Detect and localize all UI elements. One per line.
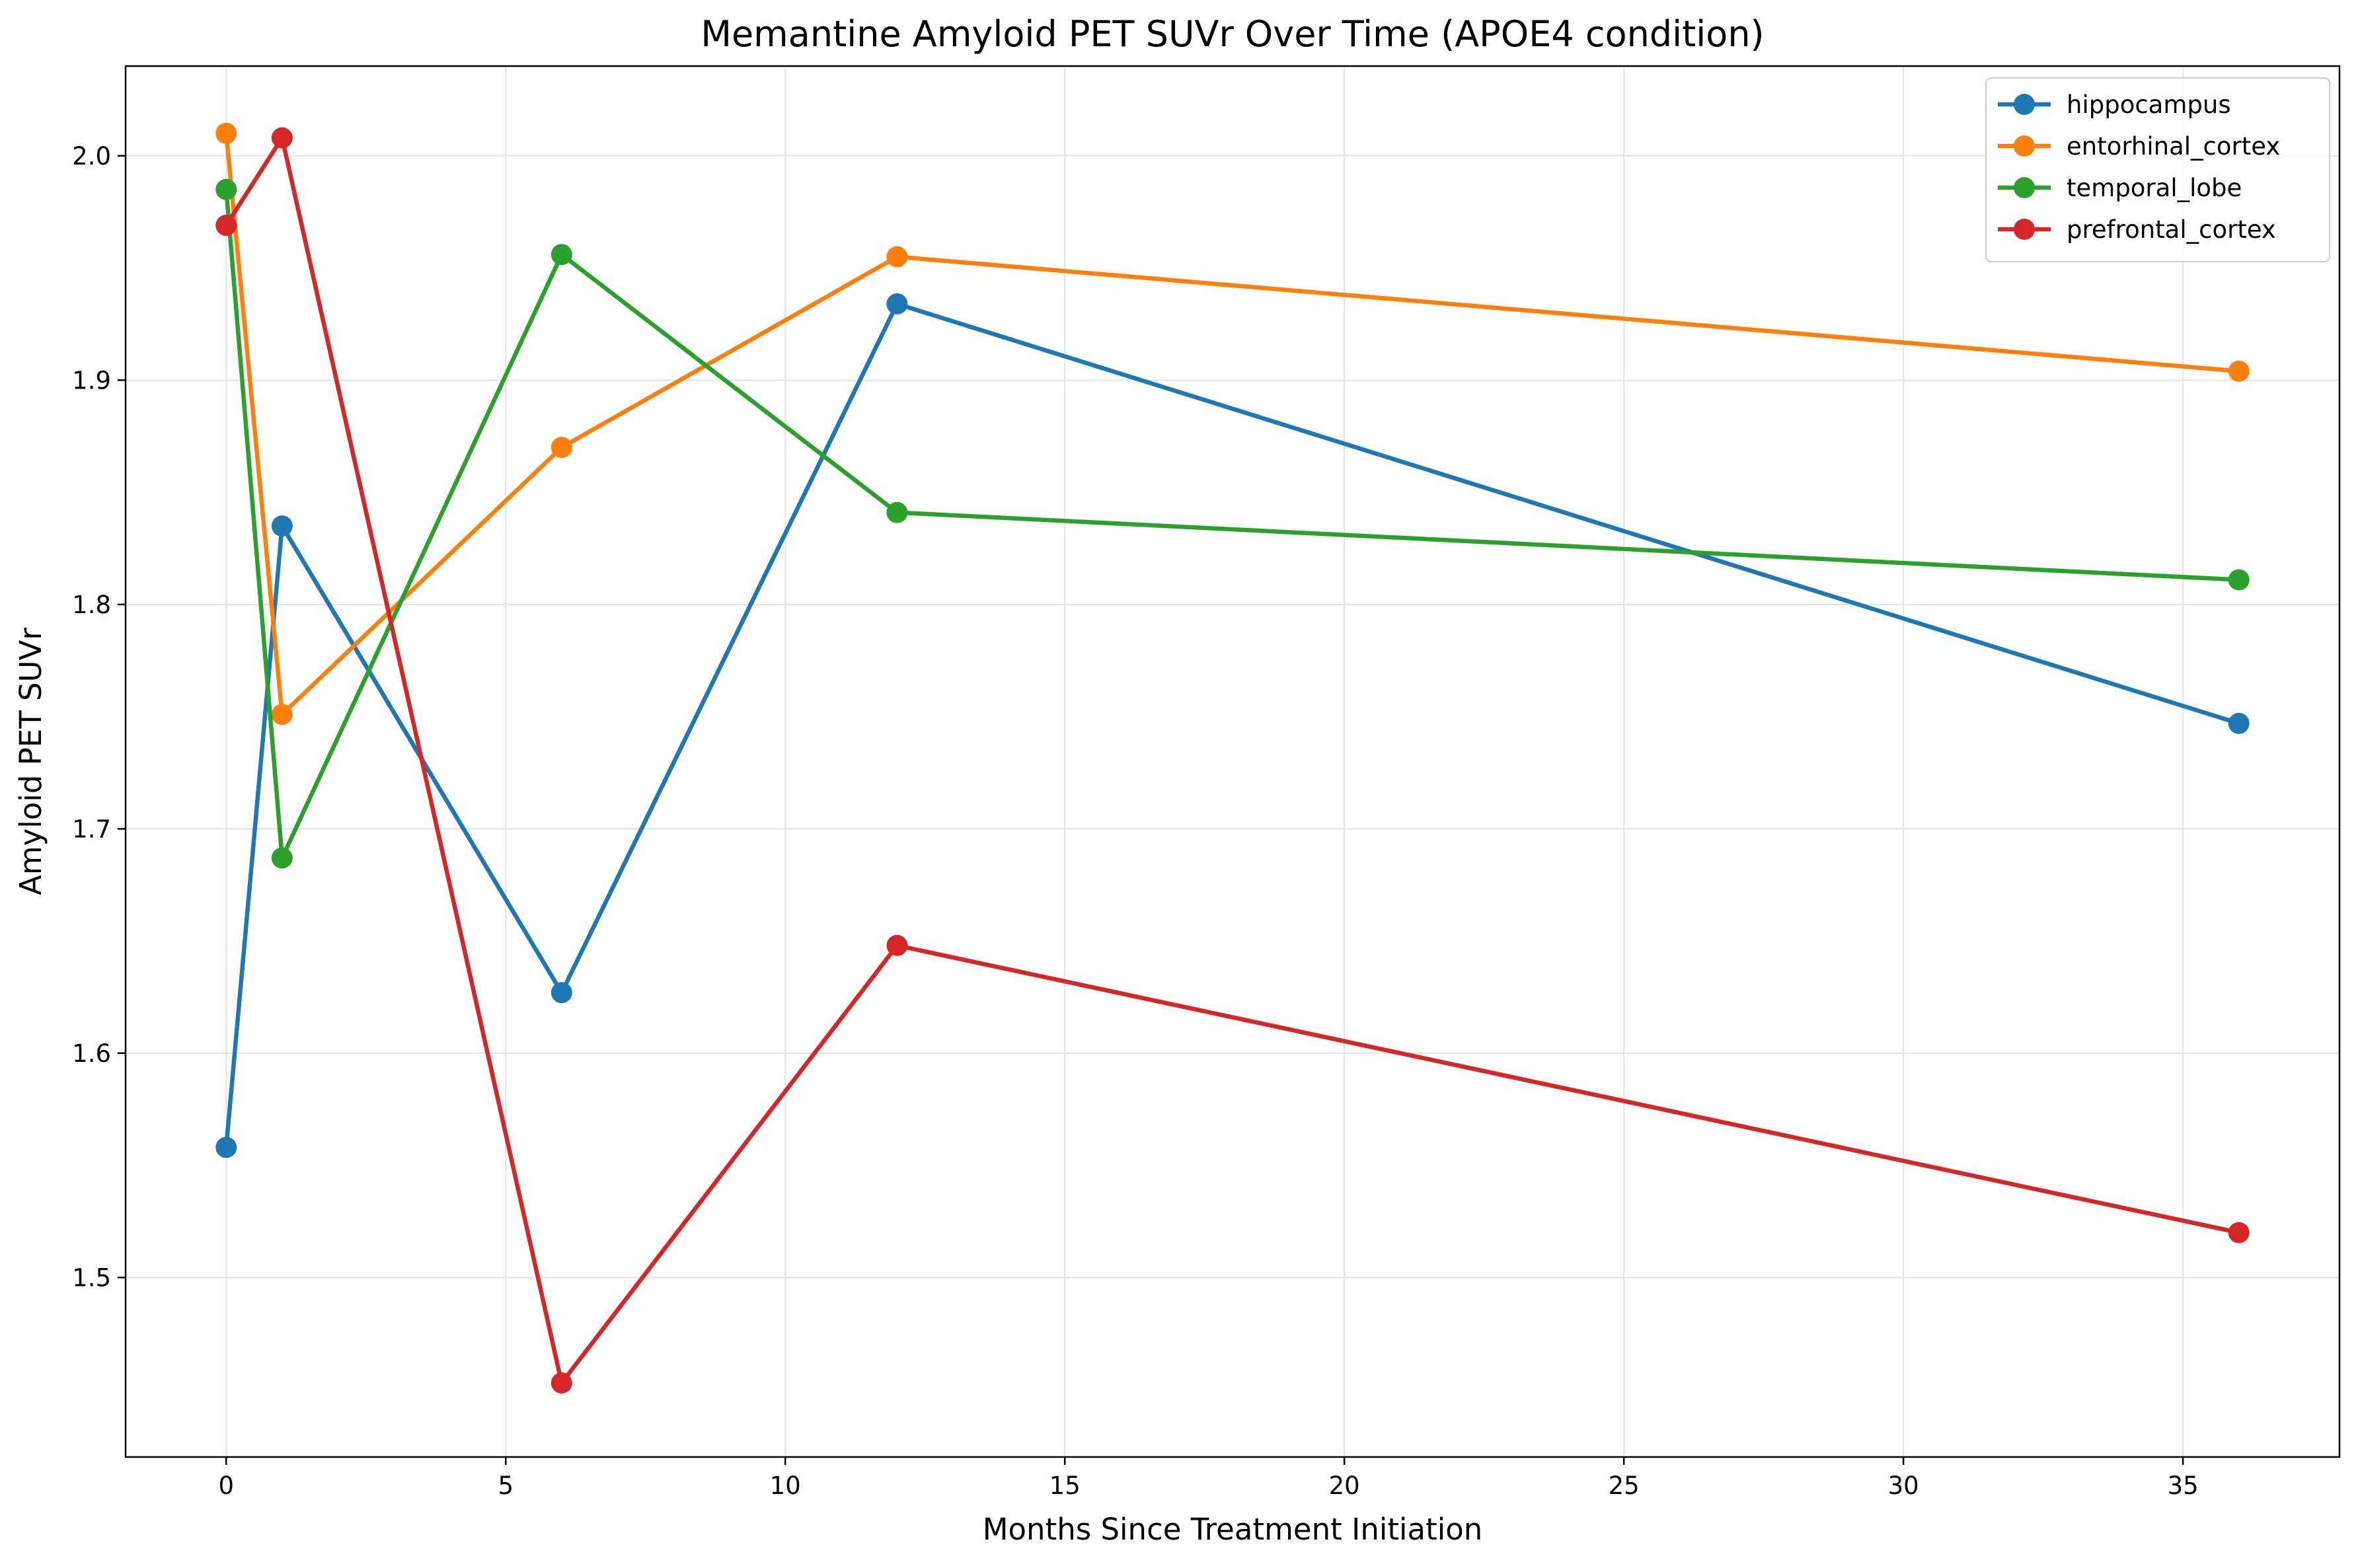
legend-label: temporal_lobe: [2067, 174, 2242, 202]
data-point: [271, 704, 293, 726]
data-point: [2228, 569, 2250, 591]
axis-ticks: 0 5 10 15 20 25 30 35 1.5 1.6 1.7 1.8 1.9 2.0: [72, 142, 2199, 1500]
y-tick-label: 1.8: [72, 591, 111, 619]
legend: hippocampus entorhinal_cortex temporal_lob…: [1985, 77, 2330, 262]
x-tick-label: 15: [1049, 1472, 1081, 1500]
y-tick-label: 1.6: [72, 1039, 111, 1068]
data-point: [2228, 1222, 2250, 1244]
data-point: [215, 215, 237, 237]
data-point: [886, 934, 908, 956]
x-tick-label: 5: [498, 1472, 513, 1500]
data-point: [271, 127, 293, 149]
y-axis-label: Amyloid PET SUVr: [13, 628, 48, 895]
series-prefrontal-cortex: [215, 127, 2250, 1394]
data-point: [2228, 360, 2250, 382]
y-tick-label: 2.0: [72, 142, 111, 170]
legend-box: [1985, 77, 2330, 262]
data-point: [215, 122, 237, 144]
data-point: [551, 1372, 572, 1394]
plot-frame: [124, 65, 2341, 1458]
data-point: [886, 502, 908, 523]
y-tick-label: 1.7: [72, 815, 111, 843]
data-point: [271, 847, 293, 869]
x-tick-label: 20: [1329, 1472, 1360, 1500]
legend-marker: [2014, 94, 2035, 115]
x-tick-label: 35: [2168, 1472, 2199, 1500]
legend-label: prefrontal_cortex: [2067, 215, 2276, 244]
data-point: [215, 1137, 237, 1158]
data-point: [215, 178, 237, 200]
series-temporal-lobe: [215, 178, 2250, 869]
series-entorhinal-cortex: [215, 122, 2250, 726]
data-point: [271, 515, 293, 537]
data-point: [886, 246, 908, 268]
series-group: [215, 122, 2250, 1394]
x-tick-label: 0: [218, 1472, 234, 1500]
series-hippocampus: [215, 293, 2250, 1158]
legend-label: hippocampus: [2067, 91, 2231, 119]
x-tick-label: 25: [1609, 1472, 1640, 1500]
data-point: [2228, 712, 2250, 734]
data-point: [551, 244, 572, 266]
legend-marker: [2014, 219, 2035, 240]
data-point: [886, 293, 908, 315]
legend-marker: [2014, 135, 2035, 157]
legend-label: entorhinal_cortex: [2067, 132, 2280, 161]
x-tick-label: 10: [770, 1472, 801, 1500]
legend-marker: [2014, 177, 2035, 198]
y-tick-label: 1.5: [72, 1263, 111, 1292]
data-point: [551, 982, 572, 1004]
x-tick-label: 30: [1888, 1472, 1919, 1500]
grid: [126, 66, 2339, 1457]
y-tick-label: 1.9: [72, 366, 111, 394]
x-axis-label: Months Since Treatment Initiation: [983, 1512, 1483, 1547]
data-point: [551, 437, 572, 459]
chart-title: Memantine Amyloid PET SUVr Over Time (AP…: [701, 13, 1764, 55]
